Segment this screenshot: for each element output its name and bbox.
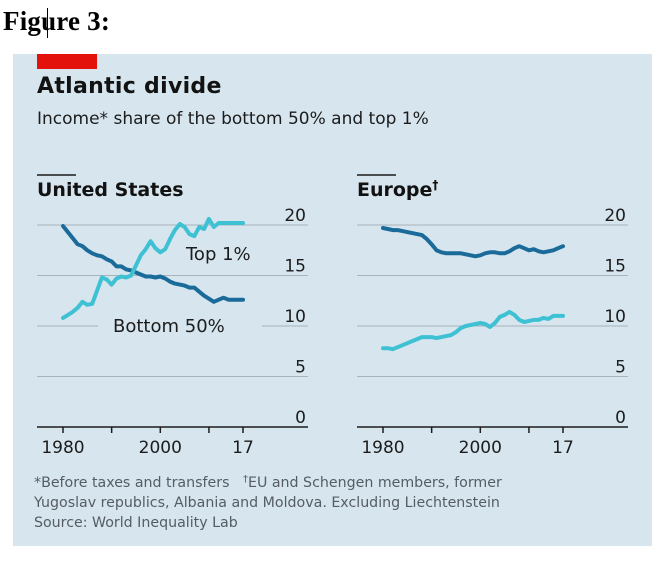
chart-subtitle: Income* share of the bottom 50% and top … — [37, 109, 429, 129]
footnotes: *Before taxes and transfers †EU and Sche… — [34, 470, 502, 533]
united-states-ytick-label: 15 — [284, 257, 306, 277]
united-states-ytick-label: 5 — [295, 358, 306, 378]
united-states-ytick-label: 10 — [284, 307, 306, 327]
united-states-ytick-label: 20 — [284, 206, 306, 226]
europe-ytick-label: 15 — [604, 257, 626, 277]
footnote-line-1: *Before taxes and transfers †EU and Sche… — [34, 470, 502, 493]
united-states-ytick-label: 0 — [295, 408, 306, 428]
united-states-xtick-label: 1980 — [41, 438, 84, 458]
europe-bottom-50-line — [381, 226, 565, 259]
united-states-xtick-label: 2000 — [139, 438, 182, 458]
united-states-xtick-label: 17 — [232, 438, 254, 458]
united-states-top1-label: Top 1% — [185, 244, 251, 265]
europe-ytick-label: 10 — [604, 307, 626, 327]
united-states-panel-title: United States — [37, 179, 184, 201]
chart-title: Atlantic divide — [37, 74, 222, 99]
europe-panel-title-text: Europe — [357, 179, 432, 201]
dagger-symbol: † — [243, 474, 248, 485]
figure-label: Figure 3: — [3, 6, 111, 36]
europe-xtick-label: 2000 — [459, 438, 502, 458]
united-states-top-1-line — [61, 216, 245, 320]
footnote-taxes: *Before taxes and transfers — [34, 475, 230, 491]
text-cursor — [47, 8, 48, 38]
footnote-europe-def: EU and Schengen members, former — [248, 475, 502, 491]
europe-ytick-label: 0 — [615, 408, 626, 428]
chart-panel — [13, 54, 652, 546]
brand-red-tag — [37, 54, 97, 69]
europe-panel-title: Europe† — [357, 178, 438, 201]
europe-dagger-mark: † — [432, 178, 438, 192]
footnote-line-2: Yugoslav republics, Albania and Moldova.… — [34, 495, 500, 511]
europe-top-1-line — [381, 309, 565, 352]
europe-ytick-label: 20 — [604, 206, 626, 226]
europe-ytick-label: 5 — [615, 358, 626, 378]
europe-xtick-label: 17 — [552, 438, 574, 458]
europe-xtick-label: 1980 — [361, 438, 404, 458]
united-states-panel-title-text: United States — [37, 179, 184, 201]
united-states-bottom-50-line — [61, 224, 245, 304]
footnote-source: Source: World Inequality Lab — [34, 515, 238, 531]
united-states-bottom50-label: Bottom 50% — [113, 316, 225, 337]
